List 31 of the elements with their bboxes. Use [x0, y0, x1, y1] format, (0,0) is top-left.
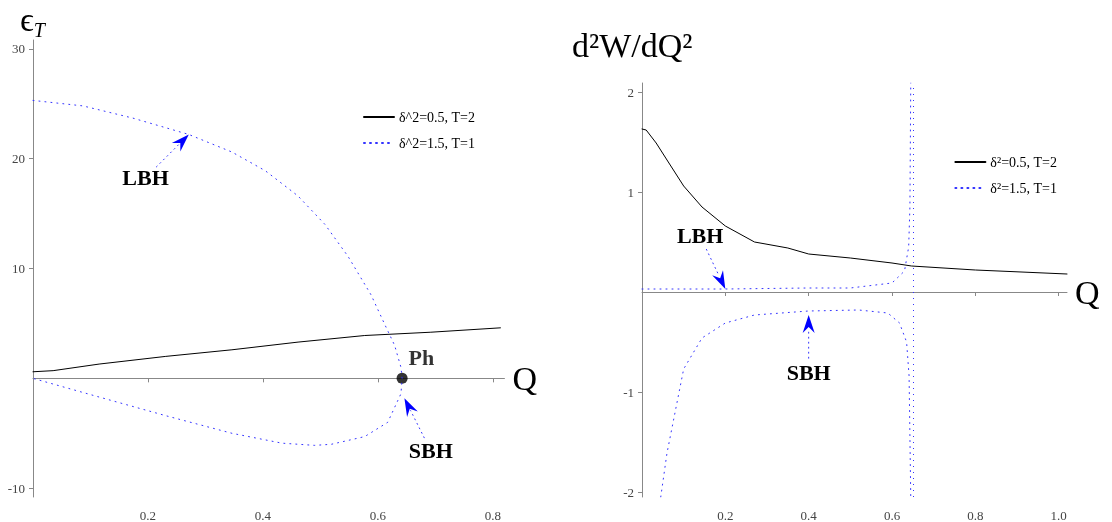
x-axis-title: Q: [1075, 273, 1100, 311]
x-tick-label: 0.4: [254, 508, 272, 522]
annotation: SBH: [786, 359, 831, 386]
annotation: LBH: [676, 223, 724, 250]
x-tick-label: 0.6: [883, 508, 901, 522]
y-tick-label: 1: [627, 184, 634, 200]
legend-label: δ²=1.5, T=1: [990, 180, 1057, 196]
legend-label: δ²=0.5, T=2: [990, 154, 1057, 170]
line-series: [641, 128, 1068, 275]
x-tick-label: 0.8: [484, 508, 502, 522]
x-tick-label: 0.4: [800, 508, 818, 522]
y-tick-label: -2: [623, 484, 634, 500]
y-tick-label: -10: [7, 480, 25, 496]
line-series: [32, 327, 501, 373]
y-tick-label: 20: [12, 151, 25, 167]
series-label: Ph: [408, 345, 435, 371]
x-tick-label: 0.2: [139, 508, 157, 522]
legend-label: δ^2=1.5, T=1: [398, 135, 476, 151]
x-tick-label: 1.0: [1050, 508, 1067, 522]
annotation: SBH: [408, 437, 453, 464]
y-tick-label: 30: [12, 41, 25, 57]
x-tick-label: 0.2: [717, 508, 734, 522]
y-tick-label: 2: [627, 84, 634, 100]
y-tick-label: 10: [12, 261, 25, 276]
legend-label: δ^2=0.5, T=2: [398, 109, 476, 125]
x-axis-title: Q: [512, 359, 538, 397]
y-axis-title: d²W/dQ²: [572, 26, 693, 64]
x-tick-label: 0.8: [967, 508, 984, 522]
annotation: LBH: [122, 164, 169, 191]
y-tick-label: -1: [623, 384, 634, 400]
x-tick-label: 0.6: [369, 508, 387, 522]
